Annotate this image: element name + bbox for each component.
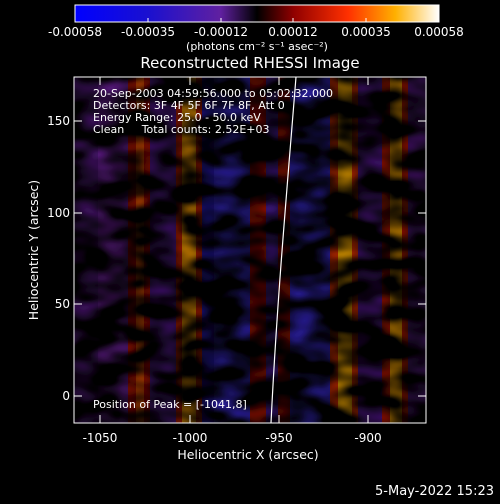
colorbar (74, 4, 440, 23)
y-tick-label: 50 (55, 297, 70, 311)
colorbar-unit-label: (photons cm⁻² s⁻¹ asec⁻²) (186, 40, 328, 53)
x-tick-label: -950 (265, 431, 292, 445)
x-tick-label: -1000 (173, 431, 208, 445)
footer-date: 5-May-2022 15:23 (375, 484, 494, 499)
y-axis-label: Heliocentric Y (arcsec) (26, 180, 41, 320)
colorbar-ticks (74, 18, 440, 22)
time-range-label: 20-Sep-2003 04:59:56.000 to 05:02:32.000 (93, 87, 333, 100)
x-tick-label: -1050 (83, 431, 118, 445)
peak-position-label: Position of Peak = [-1041,8] (93, 398, 247, 411)
colorbar-tick-label: -0.00058 (48, 25, 102, 39)
y-tick-label: 150 (47, 114, 70, 128)
energy-range-label: Energy Range: 25.0 - 50.0 keV (93, 111, 261, 124)
image-map (74, 77, 426, 423)
detectors-label: Detectors: 3F 4F 5F 6F 7F 8F, Att 0 (93, 99, 285, 112)
plot-frame (73, 76, 427, 424)
x-axis-ticks (99, 77, 369, 423)
colorbar-tick-label: 0.00035 (341, 25, 391, 39)
plot-title: Reconstructed RHESSI Image (140, 54, 359, 72)
colorbar-tick-label: 0.00058 (414, 25, 464, 39)
colorbar-tick-label: -0.00035 (121, 25, 175, 39)
colorbar-tick-label: 0.00012 (268, 25, 318, 39)
clean-counts-label: Clean Total counts: 2.52E+03 (93, 123, 270, 136)
y-axis-ticks (74, 120, 426, 397)
solar-limb-line (270, 77, 297, 423)
x-axis-label: Heliocentric X (arcsec) (177, 447, 318, 462)
colorbar-tick-label: -0.00012 (194, 25, 248, 39)
y-tick-label: 100 (47, 206, 70, 220)
y-tick-label: 0 (62, 389, 70, 403)
x-tick-label: -900 (354, 431, 381, 445)
